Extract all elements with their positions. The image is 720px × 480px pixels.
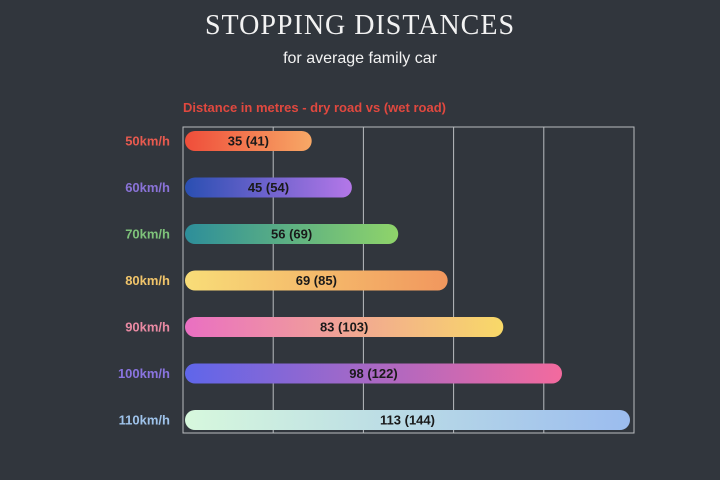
category-label: 110km/h: [119, 413, 170, 428]
bar-value-label: 35 (41): [228, 134, 269, 149]
bar-50km/h: [185, 131, 312, 151]
bar-70km/h: [185, 224, 399, 244]
bars: [185, 131, 630, 430]
chart-subtitle: for average family car: [283, 50, 437, 67]
chart-title: STOPPING DISTANCES: [204, 10, 516, 41]
bar-value-label: 56 (69): [271, 227, 312, 242]
plot-frame: [182, 126, 635, 434]
bar-60km/h: [185, 177, 352, 198]
bar-value-label: 113 (144): [380, 413, 435, 428]
category-label: 100km/h: [118, 366, 170, 381]
category-labels: 50km/h 60km/h 70km/h 80km/h 90km/h 100km/h 110…: [118, 134, 170, 428]
category-label: 80km/h: [125, 273, 170, 288]
category-label: 70km/h: [125, 227, 170, 242]
bar-value-label: 69 (85): [296, 273, 337, 288]
bar-80km/h: [185, 270, 448, 291]
bar-100km/h: [185, 363, 563, 384]
bar-value-label: 83 (103): [320, 320, 368, 335]
bar-labels: 35 (41) 45 (54) 56 (69) 69 (85) 83 (103) 98 (…: [228, 134, 435, 428]
bar-value-label: 45 (54): [248, 180, 289, 195]
bar-value-label: 98 (122): [349, 366, 397, 381]
category-label: 90km/h: [125, 320, 170, 335]
bar-110km/h: [185, 410, 630, 430]
axis-caption: Distance in metres - dry road vs (wet ro…: [183, 100, 446, 115]
bar-90km/h: [185, 317, 504, 337]
category-label: 60km/h: [125, 180, 170, 195]
category-label: 50km/h: [125, 134, 170, 149]
